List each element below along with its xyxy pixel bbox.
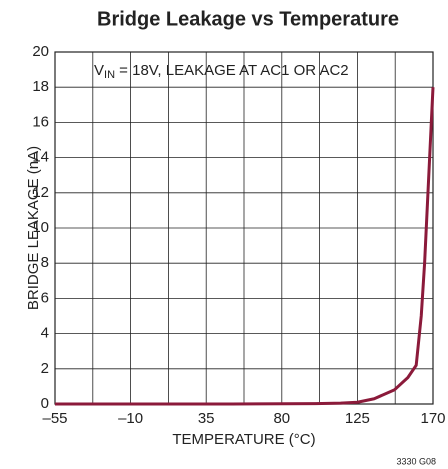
y-tick-label: 20 [32, 43, 49, 60]
annotation-main: V [94, 62, 104, 79]
y-tick-label: 18 [32, 78, 49, 95]
x-axis-label: TEMPERATURE (°C) [172, 431, 315, 448]
y-tick-label: 12 [32, 184, 49, 201]
footnote: 3330 G08 [396, 456, 436, 466]
y-tick-label: 2 [41, 360, 49, 377]
y-axis-label: BRIDGE LEAKAGE (nA) [25, 146, 42, 310]
data-line [55, 87, 435, 406]
y-tick-label: 16 [32, 113, 49, 130]
y-tick-label: 14 [32, 149, 49, 166]
y-tick-label: 8 [41, 254, 49, 271]
x-tick-label: 170 [420, 410, 445, 427]
x-tick-label: –10 [118, 410, 143, 427]
y-tick-label: 4 [41, 325, 49, 342]
x-tick-label: 35 [198, 410, 215, 427]
annotation-rest: = 18V, LEAKAGE AT AC1 OR AC2 [115, 62, 349, 79]
x-tick-label: –55 [42, 410, 67, 427]
x-tick-label: 125 [345, 410, 370, 427]
annotation-sub: IN [104, 69, 115, 81]
chart-title: Bridge Leakage vs Temperature [97, 8, 399, 30]
annotation: VIN = 18V, LEAKAGE AT AC1 OR AC2 [94, 62, 349, 81]
x-tick-label: 80 [273, 410, 290, 427]
y-tick-label: 0 [41, 395, 49, 412]
y-tick-label: 6 [41, 289, 49, 306]
y-tick-label: 10 [32, 219, 49, 236]
